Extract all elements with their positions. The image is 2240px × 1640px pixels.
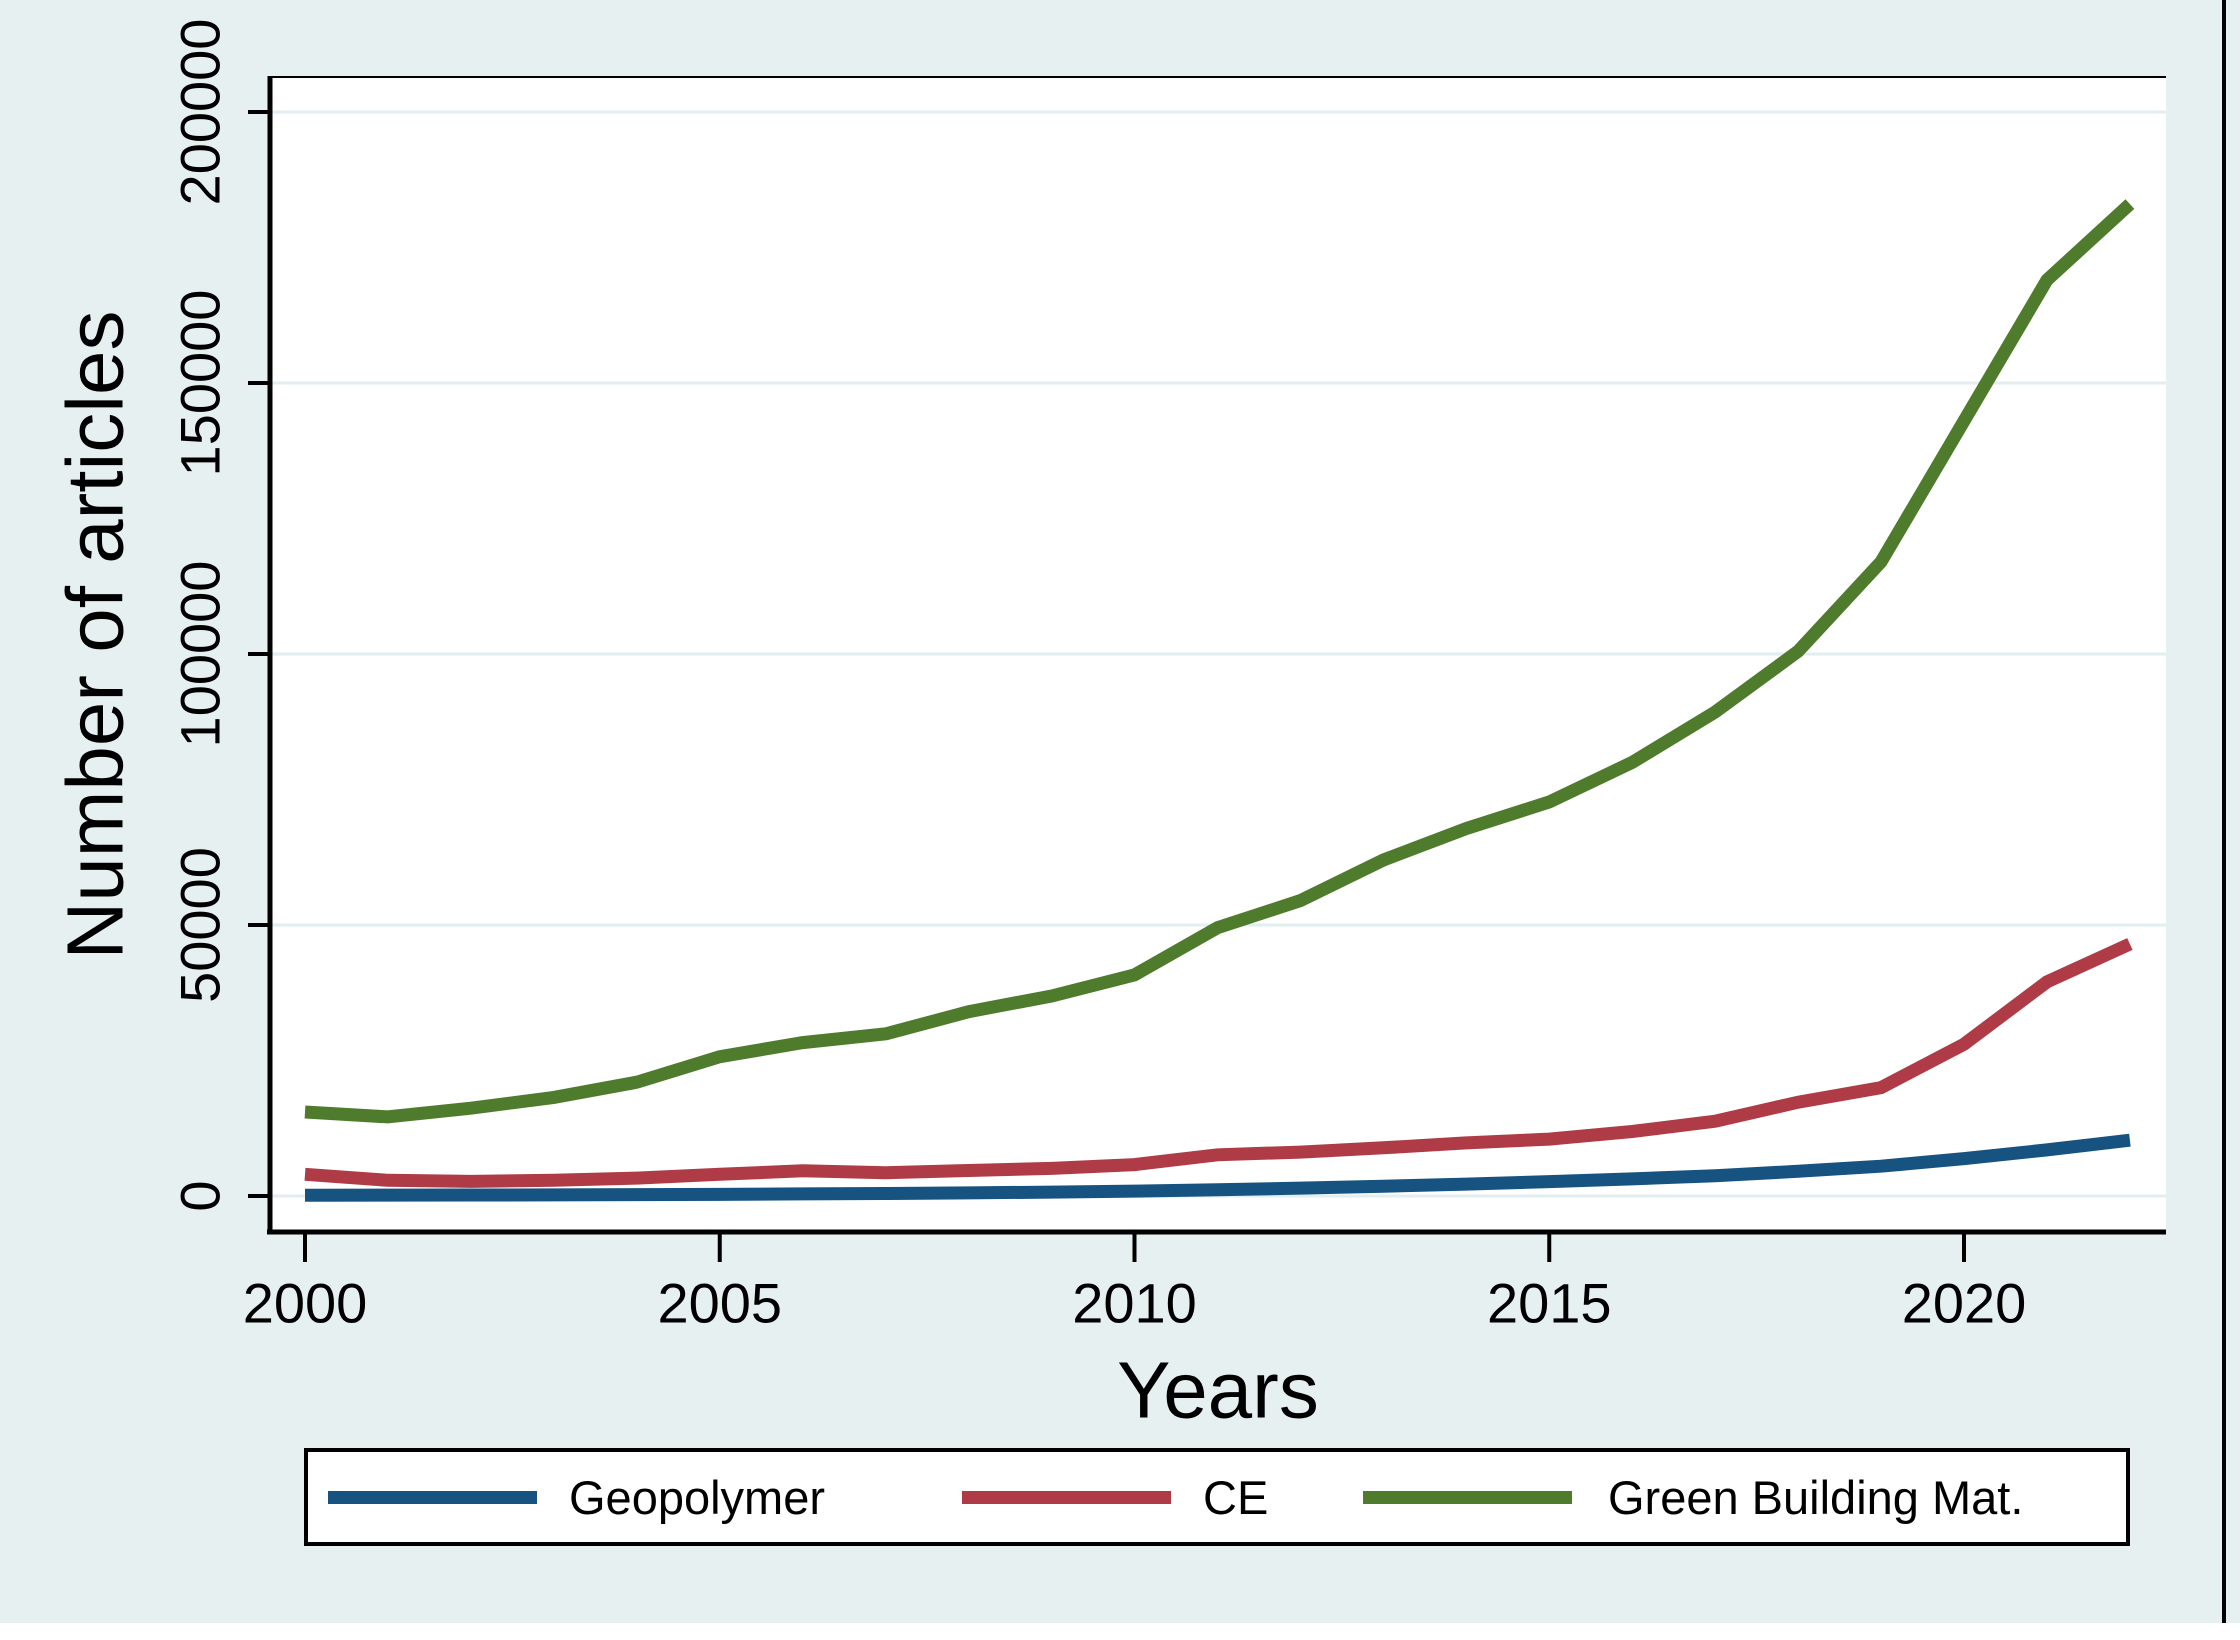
y-tick-label: 200000 [169, 19, 232, 206]
y-tick-label: 0 [169, 1180, 232, 1211]
y-axis-title: Number of articles [51, 310, 140, 959]
legend-label-geopolymer: Geopolymer [569, 1470, 825, 1524]
x-tick-label: 2020 [1902, 1272, 2027, 1335]
legend-swatch-geopolymer [328, 1491, 537, 1504]
legend-label-green-building-mat: Green Building Mat. [1608, 1470, 2024, 1524]
legend [304, 1448, 2130, 1546]
x-tick-label: 2005 [658, 1272, 783, 1335]
x-tick-label: 2015 [1487, 1272, 1612, 1335]
y-tick-label: 100000 [169, 561, 232, 748]
series-line-green-building-mat [304, 199, 2135, 1124]
series-line-geopolymer [304, 1133, 2131, 1202]
x-axis-title: Years [1117, 1346, 1319, 1435]
figure-bottom-margin [0, 1623, 2240, 1640]
legend-label-ce: CE [1203, 1470, 1269, 1524]
x-tick-label: 2000 [243, 1272, 368, 1335]
grid-layer [270, 76, 2166, 1232]
series-line-ce [304, 938, 2133, 1188]
legend-swatch-ce [962, 1491, 1171, 1504]
figure-right-border [2222, 0, 2226, 1623]
x-tick-label: 2010 [1072, 1272, 1197, 1335]
legend-swatch-green-building-mat [1363, 1491, 1572, 1504]
y-tick-label: 50000 [169, 847, 232, 1003]
y-tick-label: 150000 [169, 290, 232, 477]
